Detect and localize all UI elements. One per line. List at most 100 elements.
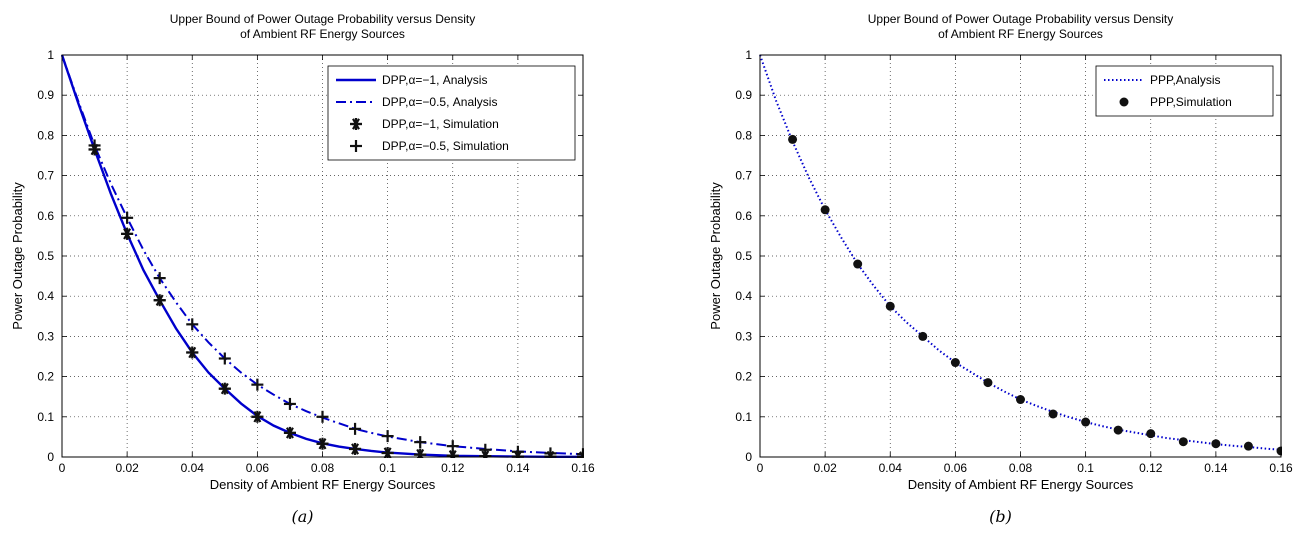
y-tick-label: 0.5 <box>37 249 54 263</box>
x-tick-label: 0.04 <box>879 461 903 475</box>
axes-frame <box>61 54 584 458</box>
y-axis-label: Power Outage Probability <box>10 182 25 330</box>
data-point-asterisk <box>251 410 264 423</box>
x-tick-label: 0.1 <box>379 461 396 475</box>
chart-title-line: of Ambient RF Energy Sources <box>240 27 405 41</box>
data-point-plus <box>350 140 362 152</box>
y-tick-label: 0.4 <box>37 289 54 303</box>
x-tick-label: 0.02 <box>115 461 139 475</box>
series-a-3 <box>88 139 584 458</box>
x-tick-label: 0.08 <box>311 461 335 475</box>
y-tick-label: 0.4 <box>735 289 752 303</box>
x-tick-label: 0.14 <box>1204 461 1228 475</box>
data-point-dot <box>820 205 830 215</box>
data-point-dot <box>1119 97 1129 107</box>
figure-caption: (b) <box>989 507 1012 526</box>
y-tick-label: 0.2 <box>37 370 54 384</box>
x-axis-label: Density of Ambient RF Energy Sources <box>210 477 436 492</box>
y-tick-label: 0.3 <box>735 329 752 343</box>
data-point-dot <box>1243 441 1253 451</box>
data-point-plus <box>153 272 166 285</box>
data-point-plus <box>88 139 101 152</box>
data-point-plus <box>251 378 264 391</box>
data-point-dot <box>950 358 960 368</box>
series-group <box>759 54 1282 456</box>
data-point-asterisk <box>316 437 329 450</box>
legend-entry: DPP,α=−0.5, Analysis <box>382 95 497 109</box>
ticks: 0 0.02 0.04 0.06 0.08 0.1 0.12 0.14 0.16 0 0.1 0.2 0… <box>735 48 1293 475</box>
x-tick-label: 0.04 <box>181 461 205 475</box>
data-point-asterisk <box>153 294 166 307</box>
ticks: 0 0.02 0.04 0.06 0.08 0.1 0.12 0.14 0.16 0 0.1 0.2 0… <box>37 48 595 475</box>
data-point-dot <box>788 134 798 144</box>
series-line <box>759 54 1282 451</box>
x-tick-label: 0.12 <box>1139 461 1163 475</box>
legend: PPP,Analysis PPP,Simulation <box>1095 65 1274 117</box>
data-point-plus <box>414 436 427 449</box>
y-tick-label: 0.7 <box>37 169 54 183</box>
x-tick-label: 0.12 <box>441 461 465 475</box>
data-point-asterisk <box>218 382 231 395</box>
series-line <box>61 54 584 456</box>
data-point-plus <box>349 422 362 435</box>
grid <box>760 55 1281 457</box>
data-point-dot <box>918 331 928 341</box>
y-tick-label: 0.2 <box>735 370 752 384</box>
x-tick-label: 0.06 <box>944 461 968 475</box>
y-tick-label: 0.9 <box>37 88 54 102</box>
data-point-asterisk <box>349 442 362 455</box>
legend-entry: DPP,α=−1, Analysis <box>382 73 487 87</box>
data-point-dot <box>1016 395 1025 405</box>
y-tick-label: 0.8 <box>37 128 54 142</box>
data-point-plus <box>218 352 231 365</box>
x-tick-label: 0.08 <box>1009 461 1033 475</box>
y-tick-label: 0 <box>745 450 752 464</box>
x-tick-label: 0.14 <box>506 461 530 475</box>
data-point-plus <box>316 410 329 423</box>
axes-frame <box>759 54 1282 458</box>
data-point-plus <box>121 211 134 224</box>
chart-title-line: Upper Bound of Power Outage Probability … <box>868 12 1174 26</box>
chart-title-line: of Ambient RF Energy Sources <box>938 27 1103 41</box>
legend-box <box>327 65 576 161</box>
x-tick-label: 0.1 <box>1077 461 1094 475</box>
y-tick-label: 0.9 <box>735 88 752 102</box>
data-point-dot <box>1178 437 1188 447</box>
y-tick-label: 0.1 <box>735 410 752 424</box>
x-tick-label: 0 <box>757 461 764 475</box>
data-point-asterisk <box>350 118 362 130</box>
data-point-dot <box>983 378 993 388</box>
data-point-asterisk <box>414 448 427 458</box>
legend-box <box>1095 65 1274 117</box>
chart-a: Upper Bound of Power Outage Probability … <box>10 12 595 526</box>
y-tick-label: 0.5 <box>735 249 752 263</box>
data-point-dot <box>1113 425 1123 435</box>
data-point-dot <box>1146 429 1156 439</box>
series-b-1 <box>788 134 1282 456</box>
y-tick-label: 0.3 <box>37 329 54 343</box>
series-a-1 <box>61 54 584 456</box>
data-point-dot <box>1081 417 1091 427</box>
data-point-dot <box>885 301 895 311</box>
series-line <box>61 54 584 458</box>
data-point-asterisk <box>283 426 296 439</box>
x-tick-label: 0 <box>59 461 66 475</box>
y-tick-label: 1 <box>745 48 752 62</box>
x-tick-label: 0.02 <box>813 461 837 475</box>
x-tick-label: 0.06 <box>246 461 270 475</box>
y-tick-label: 0.7 <box>735 169 752 183</box>
data-point-dot <box>1211 439 1221 449</box>
y-tick-label: 0 <box>47 450 54 464</box>
x-tick-label: 0.16 <box>1269 461 1293 475</box>
data-point-dot <box>853 259 863 269</box>
chart-b: Upper Bound of Power Outage Probability … <box>708 12 1293 526</box>
legend-entry: PPP,Simulation <box>1150 95 1232 109</box>
y-axis-label: Power Outage Probability <box>708 182 723 330</box>
x-tick-label: 0.16 <box>571 461 595 475</box>
data-point-plus <box>511 445 524 458</box>
legend-entry: DPP,α=−0.5, Simulation <box>382 139 509 153</box>
chart-title-line: Upper Bound of Power Outage Probability … <box>170 12 476 26</box>
legend-entry: PPP,Analysis <box>1150 73 1220 87</box>
series-b-0 <box>759 54 1282 451</box>
